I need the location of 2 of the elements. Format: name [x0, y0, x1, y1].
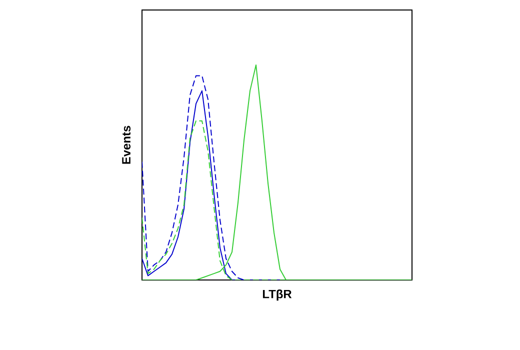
x-axis-title: LTβR — [262, 290, 292, 301]
y-axis-title: Events — [122, 126, 131, 164]
